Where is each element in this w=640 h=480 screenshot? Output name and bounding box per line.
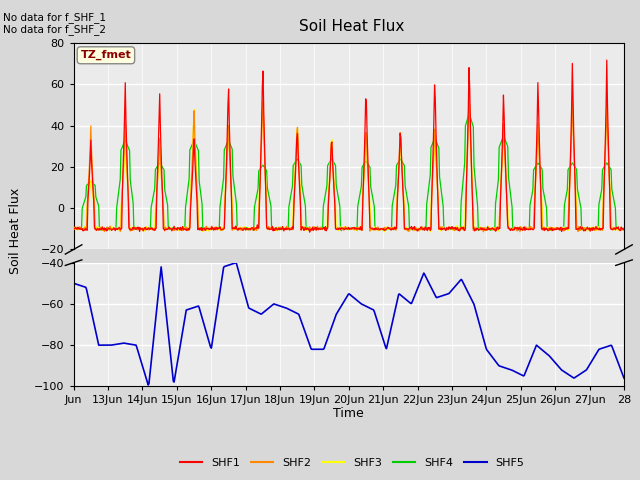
Text: No data for f_SHF_1
No data for f_SHF_2: No data for f_SHF_1 No data for f_SHF_2: [3, 12, 106, 36]
Text: Soil Heat Flux: Soil Heat Flux: [10, 187, 22, 274]
Text: TZ_fmet: TZ_fmet: [81, 50, 131, 60]
Text: Soil Heat Flux: Soil Heat Flux: [300, 19, 404, 34]
X-axis label: Time: Time: [333, 407, 364, 420]
Legend: SHF1, SHF2, SHF3, SHF4, SHF5: SHF1, SHF2, SHF3, SHF4, SHF5: [175, 453, 529, 472]
